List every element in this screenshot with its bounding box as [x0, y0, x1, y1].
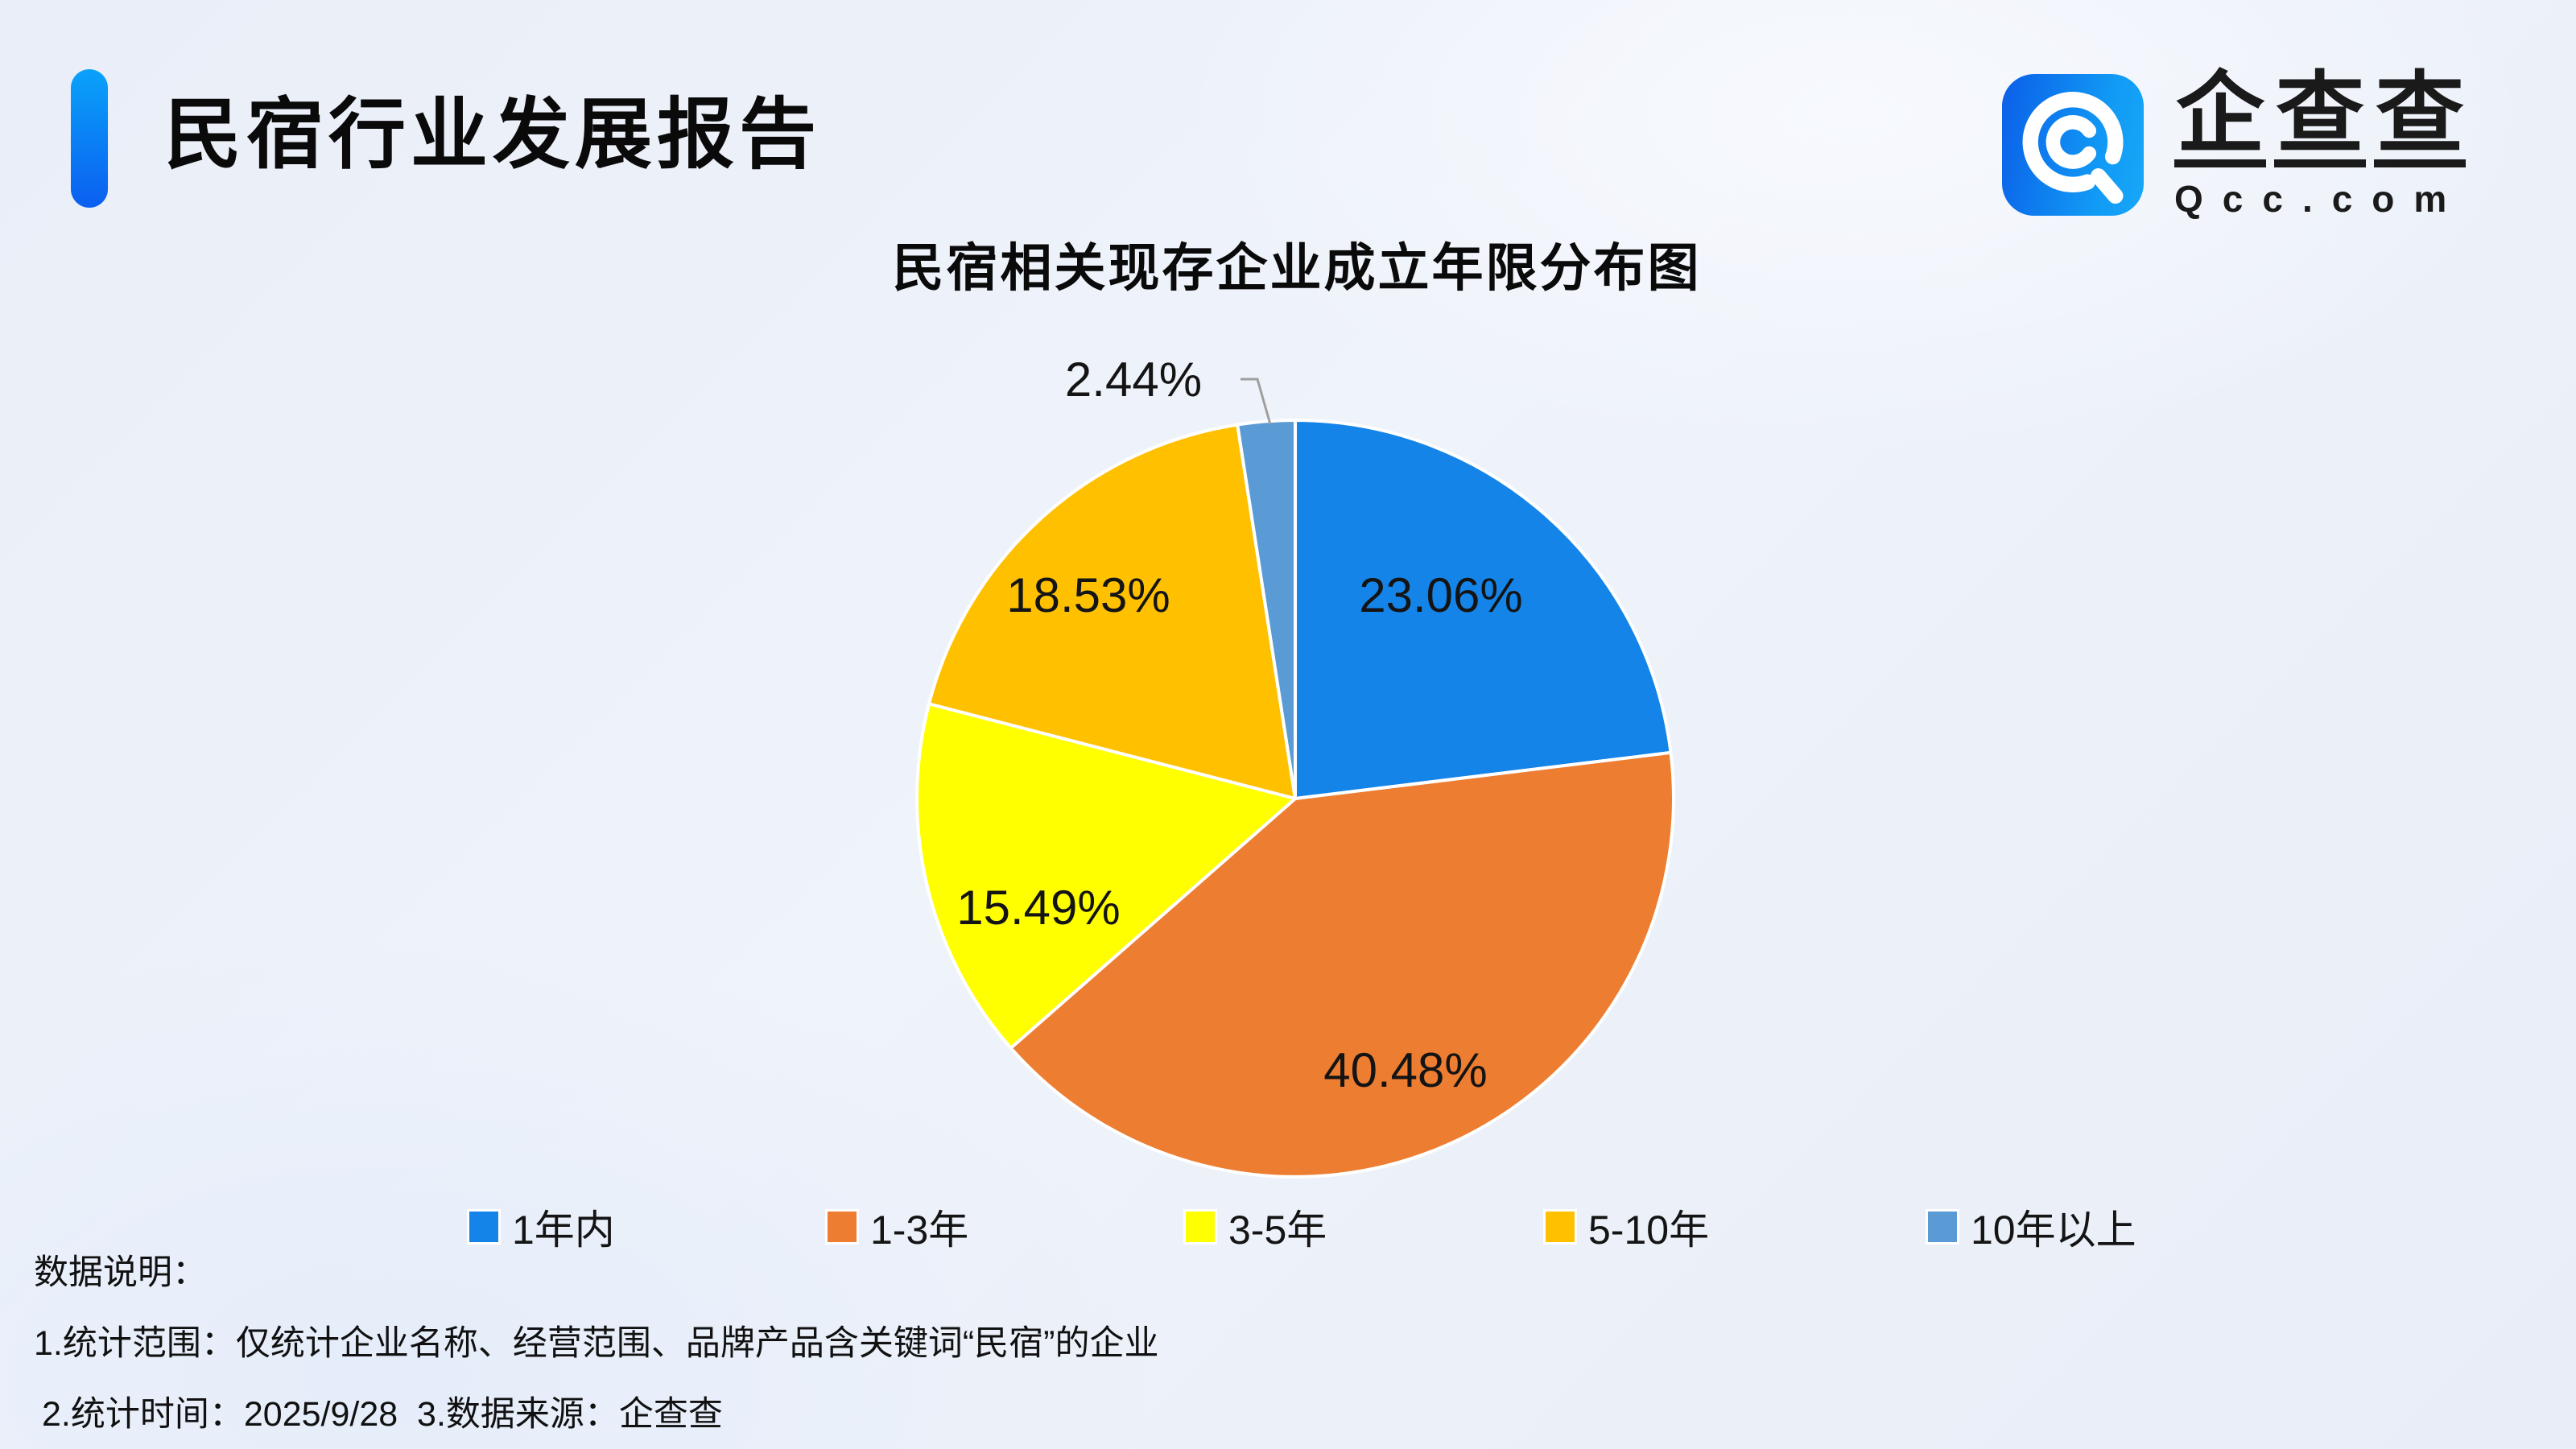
legend-label-5-10年: 5-10年: [1588, 1208, 1710, 1253]
qcc-q-mark-icon: [2022, 92, 2124, 204]
notes-heading: 数据说明：: [34, 1253, 207, 1292]
brand-char: 查: [2374, 70, 2466, 167]
brand-char: 企: [2174, 70, 2266, 167]
slice-label-10年以上: 2.44%: [1065, 353, 1202, 407]
legend-label-1-3年: 1-3年: [870, 1208, 969, 1253]
slice-label-3-5年: 15.49%: [956, 881, 1121, 935]
slice-label-1-3年: 40.48%: [1323, 1043, 1488, 1097]
qcc-logo-text: 企查查 Qcc.com: [2174, 70, 2467, 221]
legend-label-1年内: 1年内: [512, 1208, 615, 1253]
slice-label-1年内: 23.06%: [1359, 568, 1523, 622]
legend-item-5-10年: 5-10年: [1543, 1208, 1709, 1253]
legend-label-10年以上: 10年以上: [1971, 1208, 2136, 1253]
data-notes: 数据说明： 1.统计范围：仅统计企业名称、经营范围、品牌产品含关键词“民宿”的企…: [34, 1253, 1159, 1435]
leader-line-10年以上: [1241, 378, 1272, 425]
pie-slice-5-10年: [927, 423, 1297, 800]
brand-name: 企查查: [2174, 70, 2466, 167]
page-title: 民宿行业发展报告: [164, 92, 821, 178]
legend-item-1-3年: 1-3年: [825, 1208, 968, 1253]
legend-label-3-5年: 3-5年: [1228, 1208, 1327, 1253]
pie-slice-1年内: [1294, 419, 1673, 800]
qcc-logo-icon: [2002, 74, 2144, 216]
legend-swatch-1年内: [467, 1209, 501, 1245]
qcc-logo: 企查查 Qcc.com: [2002, 70, 2467, 221]
pie-slice-10年以上: [1236, 418, 1297, 800]
legend-item-3-5年: 3-5年: [1183, 1208, 1327, 1253]
pie-slice-3-5年: [915, 702, 1297, 1050]
legend-item-10年以上: 10年以上: [1926, 1208, 2136, 1253]
slice-label-5-10年: 18.53%: [1006, 568, 1170, 622]
legend-swatch-1-3年: [825, 1209, 859, 1245]
notes-line-1: 1.统计范围：仅统计企业名称、经营范围、品牌产品含关键词“民宿”的企业: [34, 1324, 1159, 1363]
title-accent-bar: [71, 69, 108, 208]
legend-swatch-5-10年: [1543, 1209, 1577, 1245]
notes-line-2: 2.统计时间：2025/9/28 3.数据来源：企查查: [42, 1395, 723, 1434]
legend-swatch-3-5年: [1183, 1209, 1217, 1245]
brand-domain: Qcc.com: [2174, 178, 2467, 220]
chart-title: 民宿相关现存企业成立年限分布图: [892, 239, 1702, 297]
legend-swatch-10年以上: [1926, 1209, 1959, 1245]
brand-char: 查: [2274, 70, 2366, 167]
legend-item-1年内: 1年内: [467, 1208, 615, 1253]
pie-slice-1-3年: [1009, 750, 1675, 1179]
